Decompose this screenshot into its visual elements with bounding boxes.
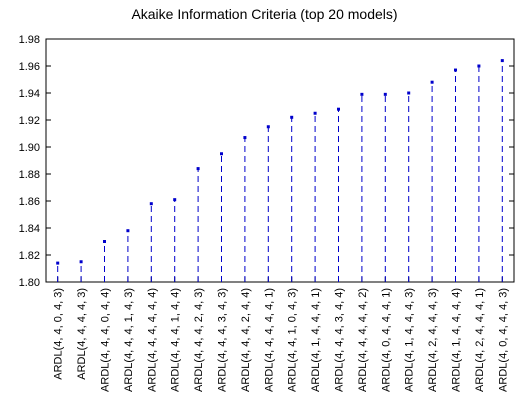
y-tick-label: 1.94 bbox=[19, 88, 40, 100]
x-tick-label: ARDL(4, 0, 4, 4, 4, 1) bbox=[380, 288, 392, 392]
data-point bbox=[173, 198, 177, 202]
y-tick-label: 1.92 bbox=[19, 115, 40, 127]
x-tick-label: ARDL(4, 4, 1, 0, 4, 3) bbox=[287, 288, 299, 392]
data-point bbox=[383, 92, 387, 96]
x-tick-label: ARDL(4, 0, 4, 4, 4, 3) bbox=[497, 288, 509, 392]
data-point bbox=[454, 68, 457, 72]
y-tick-label: 1.82 bbox=[19, 250, 40, 262]
data-point bbox=[126, 229, 130, 233]
y-tick-label: 1.86 bbox=[19, 196, 40, 208]
x-tick-label: ARDL(4, 1, 4, 4, 4, 3) bbox=[404, 288, 416, 392]
x-tick-label: ARDL(4, 4, 4, 1, 4, 4) bbox=[170, 288, 182, 392]
plot-frame bbox=[45, 38, 515, 283]
y-tick-label: 1.98 bbox=[19, 34, 40, 46]
x-tick-label: ARDL(4, 4, 4, 1, 4, 3) bbox=[123, 288, 135, 392]
data-point bbox=[337, 107, 340, 111]
x-tick-label: ARDL(4, 2, 4, 4, 4, 3) bbox=[427, 288, 439, 392]
x-tick-label: ARDL(4, 4, 0, 4, 3) bbox=[53, 288, 65, 380]
x-tick-label: ARDL(4, 4, 4, 2, 4, 3) bbox=[193, 288, 205, 392]
x-tick-label: ARDL(4, 2, 4, 4, 4, 1) bbox=[474, 288, 486, 392]
data-point bbox=[407, 91, 411, 95]
data-point bbox=[266, 125, 270, 129]
y-tick-label: 1.88 bbox=[19, 169, 40, 181]
data-point bbox=[430, 80, 434, 84]
data-point bbox=[290, 115, 294, 119]
x-tick-label: ARDL(4, 4, 4, 4, 3) bbox=[76, 288, 88, 380]
x-tick-label: ARDL(4, 4, 4, 4, 4, 1) bbox=[263, 288, 275, 392]
data-point bbox=[500, 59, 504, 63]
x-tick-label: ARDL(4, 1, 4, 4, 4, 4) bbox=[451, 288, 463, 392]
y-tick-label: 1.90 bbox=[19, 142, 40, 154]
y-tick-label: 1.84 bbox=[19, 223, 40, 235]
data-point bbox=[313, 111, 317, 115]
x-tick-label: ARDL(4, 4, 4, 3, 4, 4) bbox=[334, 288, 346, 392]
data-point bbox=[79, 260, 83, 264]
data-point bbox=[220, 152, 223, 156]
x-tick-label: ARDL(4, 4, 4, 0, 4, 4) bbox=[100, 288, 112, 392]
y-tick-label: 1.96 bbox=[19, 61, 40, 73]
data-point bbox=[477, 64, 481, 68]
series-marks bbox=[56, 59, 504, 282]
data-point bbox=[243, 136, 247, 140]
data-point bbox=[56, 261, 60, 265]
data-point bbox=[103, 240, 106, 243]
data-point bbox=[149, 202, 153, 206]
x-tick-label: ARDL(4, 4, 4, 4, 4, 4) bbox=[146, 288, 158, 392]
x-axis: ARDL(4, 4, 0, 4, 3) ARDL(4, 4, 4, 4, 3) AR… bbox=[53, 277, 509, 392]
x-tick-label: ARDL(4, 1, 4, 4, 4, 1) bbox=[310, 288, 322, 392]
chart-title: Akaike Information Criteria (top 20 mode… bbox=[131, 6, 398, 22]
x-tick-label: ARDL(4, 4, 4, 2, 4, 4) bbox=[240, 288, 252, 392]
y-axis: 1.80 1.82 1.84 1.86 1.88 1.90 1.92 1.94 1.96 1.98 bbox=[19, 34, 514, 289]
y-tick-label: 1.80 bbox=[19, 277, 40, 289]
data-point bbox=[196, 167, 200, 171]
data-point bbox=[360, 92, 364, 96]
x-tick-label: ARDL(4, 4, 4, 4, 4, 2) bbox=[357, 288, 369, 392]
x-tick-label: ARDL(4, 4, 4, 3, 4, 3) bbox=[217, 288, 229, 392]
